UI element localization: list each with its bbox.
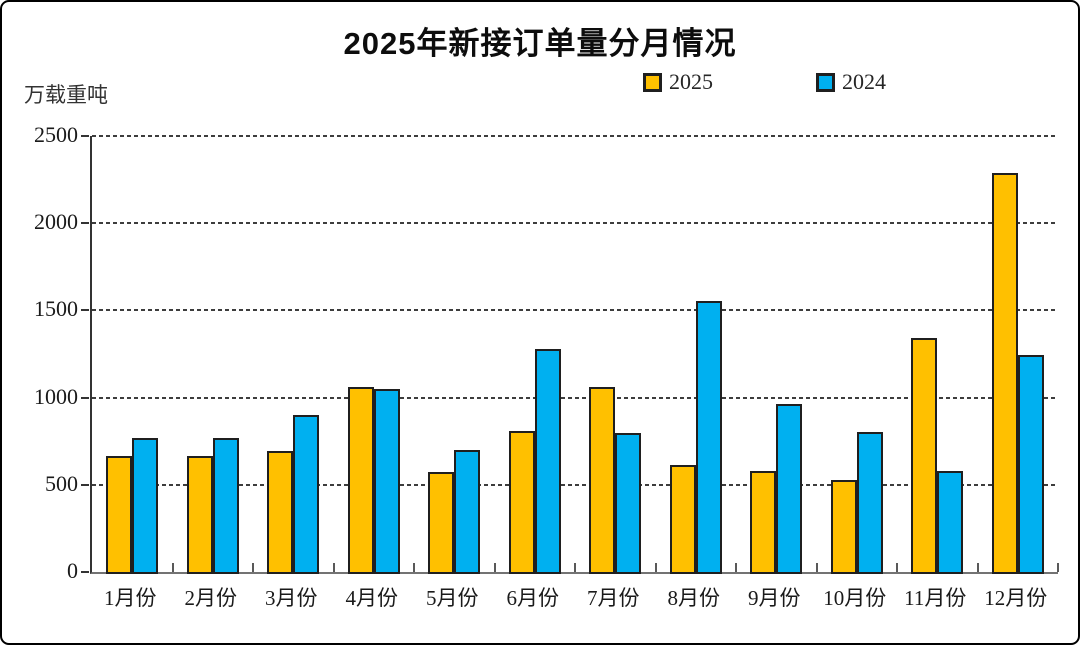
x-axis-label-9: 9月份 bbox=[748, 586, 801, 610]
bar-2024-month-12 bbox=[1017, 355, 1044, 574]
bar-group-9 bbox=[736, 136, 817, 574]
bar-2025-month-4 bbox=[347, 387, 374, 574]
x-axis-tick bbox=[494, 563, 496, 572]
bar-2024-month-9 bbox=[776, 404, 803, 574]
y-axis-tick-label: 2500 bbox=[34, 122, 78, 147]
bar-2024-month-5 bbox=[454, 450, 481, 574]
bar-2025-month-10 bbox=[830, 480, 857, 574]
x-axis-tick bbox=[252, 563, 254, 572]
bar-2025-month-3 bbox=[267, 451, 294, 574]
x-axis-tick bbox=[816, 563, 818, 572]
legend-label: 2024 bbox=[842, 69, 886, 94]
x-axis-label-4: 4月份 bbox=[345, 586, 399, 610]
x-axis-tick bbox=[655, 563, 657, 572]
x-axis-label-7: 7月份 bbox=[587, 586, 640, 610]
bar-2024-month-3 bbox=[293, 415, 320, 574]
chart-legend: 2025 2024 bbox=[643, 69, 886, 95]
gridline-2000 bbox=[92, 222, 1058, 225]
x-axis-tick bbox=[333, 563, 335, 572]
y-axis-tick bbox=[81, 222, 89, 225]
y-axis-tick bbox=[81, 483, 89, 486]
y-axis-unit-label: 万载重吨 bbox=[24, 83, 108, 107]
gridline-1000 bbox=[92, 396, 1058, 399]
bar-2024-month-10 bbox=[856, 432, 883, 574]
bar-2024-month-2 bbox=[212, 438, 239, 574]
bar-group-1 bbox=[92, 136, 173, 574]
x-axis-label-2: 2月份 bbox=[184, 586, 238, 610]
x-axis-tick bbox=[735, 563, 737, 572]
x-axis-label-6: 6月份 bbox=[506, 586, 560, 610]
bar-2024-month-8 bbox=[695, 301, 722, 574]
bar-group-11 bbox=[897, 136, 978, 574]
bar-2025-month-8 bbox=[669, 465, 696, 574]
legend-item-2025: 2025 bbox=[643, 69, 713, 95]
legend-swatch-icon bbox=[643, 72, 662, 92]
x-axis-label-1: 1月份 bbox=[104, 586, 157, 610]
gridline-500 bbox=[92, 483, 1058, 486]
bar-group-7 bbox=[575, 136, 656, 574]
bar-2024-month-4 bbox=[373, 389, 400, 574]
bar-2025-month-6 bbox=[508, 431, 535, 574]
bar-group-5 bbox=[414, 136, 495, 574]
x-axis-tick bbox=[413, 563, 415, 572]
y-axis-tick-label: 1000 bbox=[34, 383, 78, 409]
bar-group-2 bbox=[173, 136, 254, 574]
bar-2025-month-11 bbox=[911, 338, 938, 574]
x-axis-label-10: 10月份 bbox=[823, 586, 887, 610]
plot-area bbox=[90, 135, 1059, 574]
x-axis-tick bbox=[1057, 563, 1059, 572]
x-axis-label-3: 3月份 bbox=[265, 586, 318, 610]
bar-group-6 bbox=[495, 136, 576, 574]
bar-group-3 bbox=[253, 136, 334, 574]
y-axis-tick-label: 500 bbox=[45, 470, 78, 496]
x-axis-tick bbox=[896, 563, 898, 572]
bar-2024-month-11 bbox=[937, 471, 964, 574]
bar-2025-month-1 bbox=[106, 456, 133, 574]
bar-2025-month-9 bbox=[750, 471, 777, 574]
x-axis-label-11: 11月份 bbox=[904, 586, 967, 610]
y-axis-tick bbox=[81, 571, 89, 573]
bar-2025-month-7 bbox=[589, 387, 616, 574]
x-axis-tick bbox=[977, 563, 979, 572]
y-axis-tick bbox=[81, 396, 89, 399]
y-axis-tick bbox=[81, 135, 89, 137]
x-axis-label-12: 12月份 bbox=[984, 586, 1048, 610]
x-axis-label-8: 8月份 bbox=[667, 586, 721, 610]
legend-swatch-icon bbox=[816, 72, 835, 92]
bar-2024-month-6 bbox=[534, 349, 561, 574]
legend-label: 2025 bbox=[669, 69, 713, 94]
bar-2025-month-12 bbox=[991, 173, 1018, 574]
bar-group-12 bbox=[978, 136, 1059, 574]
gridline-1500 bbox=[92, 309, 1058, 312]
bar-2025-month-5 bbox=[428, 472, 455, 574]
chart-title: 2025年新接订单量分月情况 bbox=[343, 26, 737, 61]
bar-2024-month-7 bbox=[615, 433, 642, 574]
bar-group-4 bbox=[334, 136, 415, 574]
x-axis-label-5: 5月份 bbox=[426, 586, 479, 610]
y-axis-tick bbox=[81, 309, 89, 312]
bar-group-10 bbox=[817, 136, 898, 574]
bar-2025-month-2 bbox=[186, 456, 213, 574]
x-axis-tick bbox=[574, 563, 576, 572]
y-axis-tick-label: 0 bbox=[67, 558, 78, 583]
bar-2024-month-1 bbox=[132, 438, 159, 574]
y-axis-tick-label: 1500 bbox=[34, 296, 78, 322]
legend-item-2024: 2024 bbox=[816, 69, 886, 95]
x-axis-tick bbox=[172, 563, 174, 572]
y-axis-tick-label: 2000 bbox=[34, 209, 78, 235]
gridline-2500 bbox=[92, 135, 1058, 137]
bar-group-8 bbox=[656, 136, 737, 574]
